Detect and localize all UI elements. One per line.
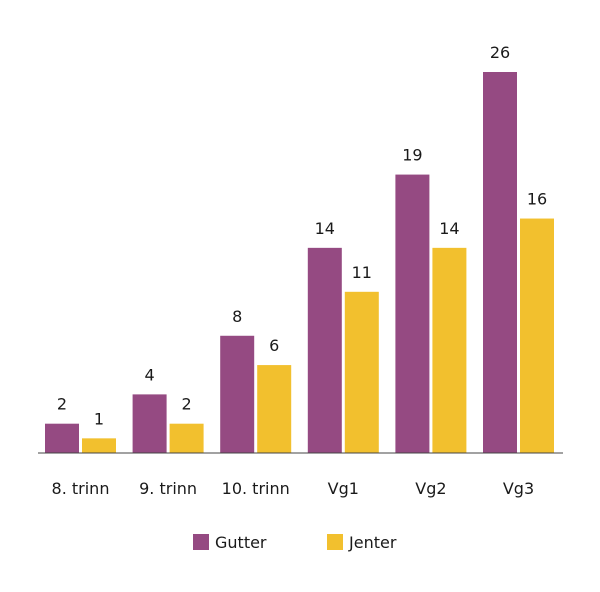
x-tick-label-9-trinn: 9. trinn — [139, 479, 197, 498]
bar-jenter-vg1 — [344, 291, 379, 453]
data-label-gutter-vg1: 14 — [315, 219, 335, 238]
data-label-jenter-10-trinn: 6 — [269, 336, 279, 355]
bar-gutter-vg1 — [307, 247, 342, 453]
legend-swatch-gutter — [193, 534, 209, 550]
data-label-gutter-vg2: 19 — [402, 146, 422, 165]
legend-label-jenter: Jenter — [348, 533, 397, 552]
bar-jenter-10-trinn — [257, 365, 292, 453]
legend-label-gutter: Gutter — [215, 533, 267, 552]
bar-gutter-9-trinn — [132, 394, 167, 453]
bar-jenter-9-trinn — [169, 423, 204, 453]
x-tick-label-vg3: Vg3 — [503, 479, 534, 498]
x-tick-label-vg2: Vg2 — [415, 479, 446, 498]
bar-jenter-8-trinn — [82, 438, 116, 453]
data-label-gutter-9-trinn: 4 — [145, 365, 155, 384]
legend-swatch-jenter — [327, 534, 343, 550]
bar-jenter-vg3 — [520, 218, 554, 453]
data-label-gutter-8-trinn: 2 — [57, 395, 67, 414]
bar-gutter-vg3 — [483, 72, 517, 453]
bar-jenter-vg2 — [432, 247, 467, 453]
x-tick-labels: 8. trinn 9. trinn 10. trinn Vg1 Vg2 Vg3 — [52, 479, 535, 498]
bar-gutter-10-trinn — [220, 335, 255, 453]
data-label-jenter-8-trinn: 1 — [94, 409, 104, 428]
data-label-jenter-vg1: 11 — [352, 263, 372, 282]
data-label-jenter-vg2: 14 — [439, 219, 459, 238]
data-label-gutter-10-trinn: 8 — [232, 307, 242, 326]
data-label-jenter-vg3: 16 — [527, 190, 547, 209]
bar-gutter-8-trinn — [45, 423, 79, 453]
legend: Gutter Jenter — [193, 533, 397, 552]
x-tick-label-vg1: Vg1 — [328, 479, 359, 498]
bar-gutter-vg2 — [395, 174, 430, 454]
x-tick-label-8-trinn: 8. trinn — [52, 479, 110, 498]
data-label-jenter-9-trinn: 2 — [182, 395, 192, 414]
x-tick-label-10-trinn: 10. trinn — [222, 479, 290, 498]
data-label-gutter-vg3: 26 — [490, 43, 510, 62]
